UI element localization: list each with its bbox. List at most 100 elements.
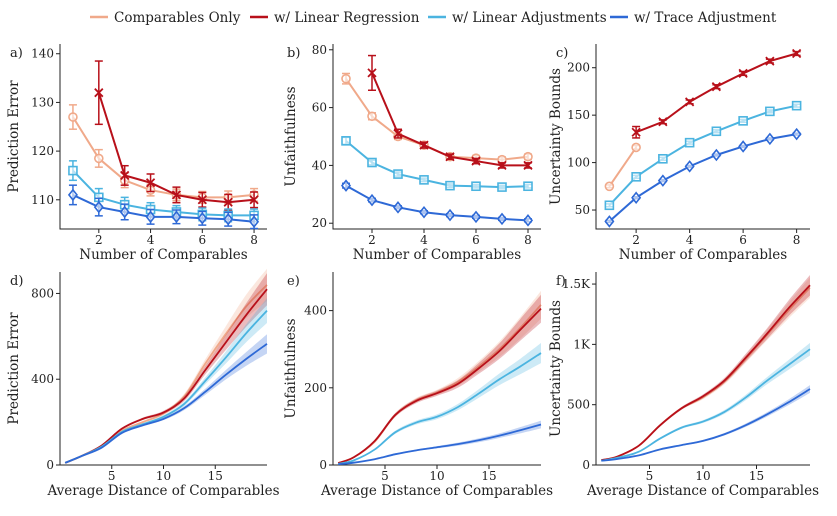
- data-point: [366, 193, 378, 207]
- x-tick-label: 4: [147, 233, 155, 247]
- data-point: [631, 142, 641, 153]
- data-point: [393, 128, 403, 139]
- data-point: [145, 210, 156, 224]
- y-axis-label: Uncertainty Bounds: [548, 300, 564, 437]
- data-point: [445, 152, 455, 162]
- y-tick-label: 1.5K: [562, 277, 591, 291]
- y-tick-label: 500: [567, 398, 590, 412]
- y-tick-label: 200: [304, 381, 327, 395]
- axes: [332, 44, 541, 230]
- series-w-trace-adjustment: [604, 127, 802, 228]
- data-point: [631, 172, 641, 182]
- data-point: [367, 157, 377, 168]
- series-line: [338, 352, 542, 465]
- data-point: [223, 212, 234, 226]
- legend-item-w-linear-regression: w/ Linear Regression: [250, 10, 420, 26]
- data-point: [765, 106, 775, 117]
- panel-a: a) 2 4 6 8 110 120 130 140 Number of Comparables P…: [6, 44, 267, 263]
- data-point: [94, 88, 104, 98]
- x-axis-label: Average Distance of Comparables: [586, 483, 819, 499]
- panels: a) 2 4 6 8 110 120 130 140 Number of Comparables P…: [6, 43, 819, 499]
- data-point: [419, 175, 429, 185]
- y-tick-label: 60: [312, 101, 327, 115]
- y-tick-label: 400: [304, 304, 327, 318]
- data-point: [497, 182, 507, 192]
- data-point: [684, 97, 695, 107]
- y-axis-label: Unfaithfulness: [283, 318, 299, 418]
- data-point: [658, 117, 668, 127]
- data-point: [684, 160, 695, 173]
- data-point: [341, 136, 351, 146]
- data-point: [418, 205, 430, 219]
- data-point: [738, 140, 749, 153]
- y-tick-label: 120: [31, 144, 54, 158]
- series-line: [601, 388, 811, 462]
- data-point: [791, 48, 802, 59]
- series-w-linear-regression: [337, 294, 542, 464]
- data-point: [249, 195, 259, 205]
- panel-f: f) 5 10 15 0 500 1K 1.5K Average Distance of Com…: [548, 272, 819, 499]
- panel-b: b) 2 4 6 8 20 40 60 80 Number of Comparables Unfai…: [283, 43, 541, 263]
- legend-item-comparables-only: Comparables Only: [90, 10, 241, 26]
- data-point: [791, 100, 802, 111]
- series-w-linear-adjustments: [341, 136, 533, 192]
- y-tick-label: 130: [31, 95, 54, 109]
- x-axis-label: Number of Comparables: [353, 247, 521, 263]
- data-point: [765, 56, 775, 66]
- x-tick-label: 15: [481, 469, 496, 483]
- data-point: [341, 73, 351, 84]
- y-tick-label: 0: [582, 458, 590, 472]
- x-tick-label: 4: [420, 233, 428, 247]
- data-point: [145, 178, 156, 188]
- data-point: [68, 112, 78, 122]
- y-axis-label: Unfaithfulness: [283, 86, 299, 186]
- y-tick-label: 800: [31, 286, 54, 300]
- y-tick-label: 110: [31, 193, 54, 207]
- x-tick-label: 2: [632, 233, 640, 247]
- data-point: [523, 181, 533, 192]
- y-tick-label: 0: [319, 458, 327, 472]
- data-point: [658, 153, 668, 164]
- panel-label: a): [10, 46, 23, 61]
- data-point: [470, 210, 482, 224]
- data-point: [738, 116, 748, 126]
- data-point: [249, 215, 260, 228]
- data-point: [367, 68, 377, 78]
- data-point: [604, 215, 615, 228]
- x-tick-label: 8: [524, 233, 532, 247]
- data-point: [367, 111, 377, 122]
- series-w-linear-regression: [367, 54, 533, 171]
- data-point: [67, 188, 78, 202]
- data-point: [523, 151, 533, 162]
- x-tick-label: 10: [695, 469, 710, 483]
- data-point: [604, 200, 615, 211]
- legend-item-w-linear-adjustments: w/ Linear Adjustments: [428, 10, 607, 26]
- series-line: [371, 72, 528, 167]
- x-tick-label: 2: [95, 233, 103, 247]
- data-point: [711, 82, 722, 92]
- series-w-trace-adjustment: [338, 420, 542, 466]
- data-point: [340, 179, 352, 192]
- legend-item-w-trace-adjustment: w/ Trace Adjustment: [610, 10, 777, 26]
- series-line: [338, 423, 542, 466]
- confidence-band: [338, 420, 541, 465]
- axes: [595, 44, 810, 230]
- x-tick-label: 6: [198, 233, 206, 247]
- panel-e: e) 5 10 15 0 200 400 Average Distance of Compar…: [283, 272, 553, 499]
- series-line: [608, 133, 797, 223]
- x-tick-label: 5: [646, 469, 654, 483]
- series-w-linear-regression: [94, 60, 259, 211]
- panel-d: d) 5 10 15 0 400 800 Average Distance of Compar…: [6, 268, 280, 499]
- y-tick-label: 150: [567, 108, 590, 122]
- series-w-trace-adjustment: [64, 334, 268, 464]
- series-line: [337, 308, 542, 464]
- series-line: [337, 304, 542, 464]
- data-point: [764, 132, 775, 146]
- data-point: [419, 140, 429, 150]
- series-w-linear-regression: [631, 48, 802, 139]
- x-axis-label: Average Distance of Comparables: [46, 483, 279, 499]
- confidence-band: [338, 294, 541, 464]
- data-point: [444, 208, 456, 222]
- x-tick-label: 4: [686, 233, 694, 247]
